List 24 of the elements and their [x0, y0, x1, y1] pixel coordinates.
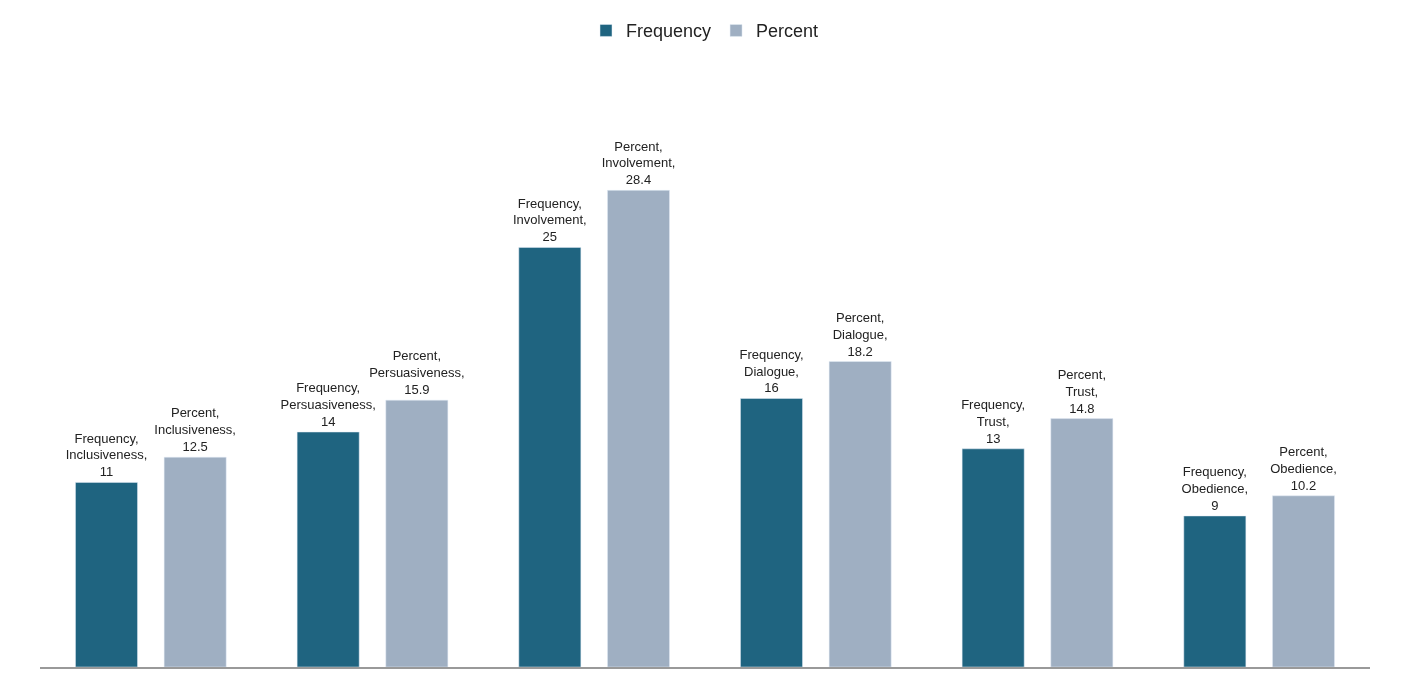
data-label: Percent, Trust, 14.8	[1057, 366, 1107, 416]
legend-label: Percent	[756, 21, 819, 42]
bar	[75, 482, 138, 667]
bar	[385, 399, 449, 667]
legend-label: Frequency	[626, 21, 712, 42]
data-label: Percent, Obedience, 10.2	[1270, 444, 1337, 493]
data-label: Frequency, Involvement, 25	[512, 195, 587, 245]
bar	[296, 431, 360, 667]
data-label: Percent, Inclusiveness, 12.5	[154, 405, 236, 455]
bar	[961, 448, 1025, 667]
bar	[1272, 495, 1335, 667]
data-label: Frequency, Dialogue, 16	[739, 346, 804, 396]
bar	[518, 247, 582, 667]
bar	[740, 398, 803, 667]
data-label: Percent, Involvement, 28.4	[601, 138, 676, 188]
bar	[828, 361, 892, 667]
data-label: Frequency, Obedience, 9	[1181, 464, 1249, 513]
bar	[607, 190, 670, 667]
data-label: Frequency, Inclusiveness, 11	[65, 430, 148, 480]
bar	[1183, 515, 1247, 667]
data-label: Frequency, Trust, 13	[961, 397, 1026, 446]
data-label: Percent, Dialogue, 18.2	[832, 309, 888, 359]
bar	[163, 456, 227, 667]
bar	[1050, 418, 1114, 667]
